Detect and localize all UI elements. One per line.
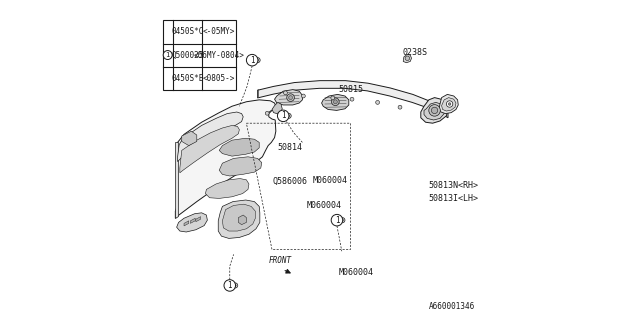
Text: 0450S*E: 0450S*E <box>172 74 204 83</box>
Circle shape <box>449 103 451 105</box>
Circle shape <box>340 218 345 223</box>
Text: 1: 1 <box>166 52 170 58</box>
Polygon shape <box>421 98 448 123</box>
Polygon shape <box>175 142 178 218</box>
Polygon shape <box>272 102 282 114</box>
Polygon shape <box>182 131 197 146</box>
Text: 50813N<RH>: 50813N<RH> <box>429 181 479 190</box>
Text: Q586006: Q586006 <box>273 177 308 186</box>
Circle shape <box>429 105 440 116</box>
Circle shape <box>246 54 258 66</box>
Circle shape <box>332 98 339 106</box>
Circle shape <box>163 51 172 60</box>
Circle shape <box>331 96 335 100</box>
Circle shape <box>447 101 453 107</box>
Text: Q500025: Q500025 <box>172 51 204 60</box>
Polygon shape <box>205 179 249 198</box>
Polygon shape <box>218 200 260 238</box>
Polygon shape <box>439 94 458 114</box>
Text: 1: 1 <box>281 111 285 120</box>
Polygon shape <box>177 213 207 232</box>
Bar <box>163 20 236 90</box>
Circle shape <box>288 115 289 117</box>
Circle shape <box>284 91 287 95</box>
Polygon shape <box>175 100 276 218</box>
Text: 0238S: 0238S <box>403 48 428 57</box>
Polygon shape <box>424 102 444 120</box>
Polygon shape <box>239 215 246 225</box>
Polygon shape <box>196 217 201 222</box>
Circle shape <box>350 97 354 101</box>
Text: FRONT: FRONT <box>268 256 291 265</box>
Polygon shape <box>184 221 189 226</box>
Circle shape <box>265 111 269 115</box>
Text: 1: 1 <box>250 56 255 65</box>
Circle shape <box>332 214 343 226</box>
Text: 50814: 50814 <box>278 143 303 152</box>
Circle shape <box>333 100 337 104</box>
Circle shape <box>405 56 410 60</box>
Polygon shape <box>178 112 243 162</box>
Polygon shape <box>258 90 259 98</box>
Text: <0805->: <0805-> <box>203 74 236 83</box>
Polygon shape <box>322 94 349 110</box>
Circle shape <box>289 96 292 100</box>
Polygon shape <box>180 125 239 173</box>
Circle shape <box>342 219 343 221</box>
Text: M060004: M060004 <box>339 268 374 277</box>
Circle shape <box>255 58 260 63</box>
Polygon shape <box>219 138 259 156</box>
Circle shape <box>224 280 236 291</box>
Text: <-05MY>: <-05MY> <box>203 28 236 36</box>
Polygon shape <box>219 157 262 176</box>
Circle shape <box>233 283 238 288</box>
Circle shape <box>431 107 438 114</box>
Text: <06MY-0804>: <06MY-0804> <box>194 51 244 60</box>
Polygon shape <box>258 81 448 118</box>
Polygon shape <box>275 90 302 105</box>
Circle shape <box>234 284 236 286</box>
Circle shape <box>287 94 294 101</box>
Text: 0450S*C: 0450S*C <box>172 28 204 36</box>
Circle shape <box>376 100 380 104</box>
Text: A660001346: A660001346 <box>429 302 475 311</box>
Polygon shape <box>223 204 255 231</box>
Text: M060004: M060004 <box>313 176 348 185</box>
Circle shape <box>278 110 289 122</box>
Polygon shape <box>442 98 456 111</box>
Circle shape <box>398 105 402 109</box>
Circle shape <box>286 113 291 118</box>
Text: 1: 1 <box>227 281 232 290</box>
Text: 50813I<LH>: 50813I<LH> <box>429 194 479 203</box>
Circle shape <box>257 59 259 61</box>
Text: 1: 1 <box>335 216 339 225</box>
Polygon shape <box>191 218 195 223</box>
Circle shape <box>301 94 305 98</box>
Polygon shape <box>403 54 412 63</box>
Text: 50815: 50815 <box>339 85 364 94</box>
Text: M060004: M060004 <box>307 201 342 210</box>
